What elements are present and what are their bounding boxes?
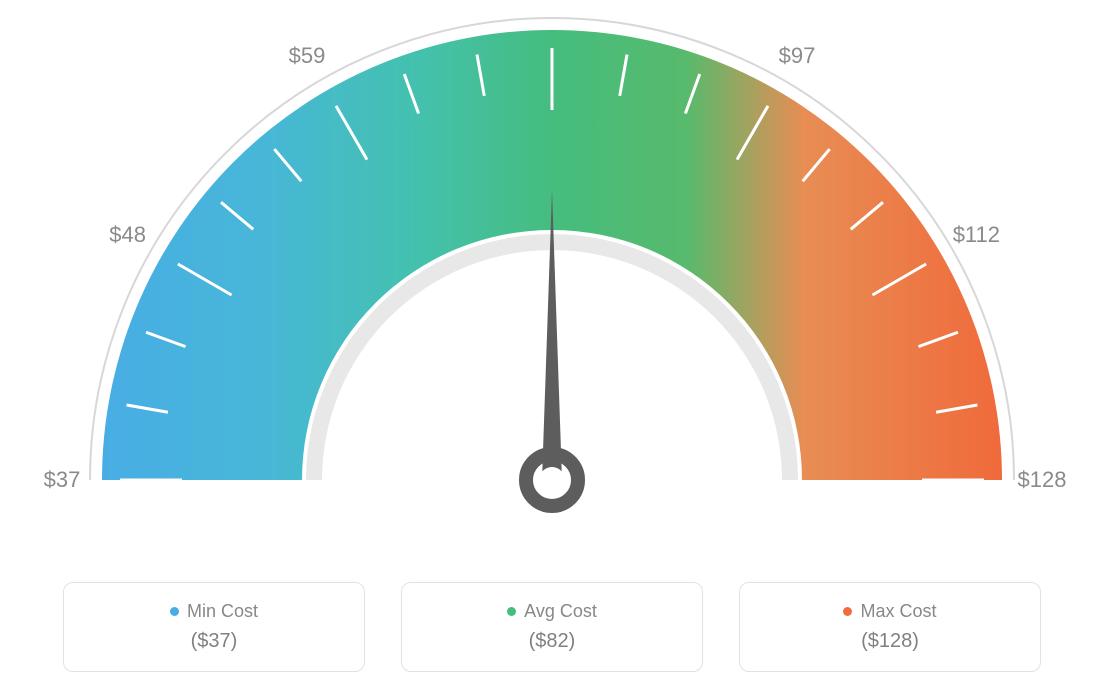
dot-icon — [507, 607, 516, 616]
gauge-tick-label: $37 — [44, 467, 81, 493]
legend-title-max: Max Cost — [843, 601, 936, 622]
gauge-tick-label: $128 — [1018, 467, 1067, 493]
legend-card-min: Min Cost ($37) — [63, 582, 365, 672]
gauge-chart: $37 $48 $59 $82 $97 $112 $128 — [0, 0, 1104, 560]
gauge-tick-label: $59 — [289, 43, 326, 69]
legend-row: Min Cost ($37) Avg Cost ($82) Max Cost (… — [0, 582, 1104, 672]
legend-card-max: Max Cost ($128) — [739, 582, 1041, 672]
gauge-tick-label: $82 — [534, 0, 571, 3]
legend-label: Max Cost — [860, 601, 936, 622]
legend-title-min: Min Cost — [170, 601, 258, 622]
legend-value-max: ($128) — [861, 630, 919, 653]
legend-label: Avg Cost — [524, 601, 597, 622]
legend-title-avg: Avg Cost — [507, 601, 597, 622]
legend-value-avg: ($82) — [529, 630, 576, 653]
legend-label: Min Cost — [187, 601, 258, 622]
dot-icon — [843, 607, 852, 616]
legend-value-min: ($37) — [191, 630, 238, 653]
gauge-tick-label: $48 — [109, 222, 146, 248]
gauge-tick-label: $112 — [953, 222, 1000, 248]
chart-container: $37 $48 $59 $82 $97 $112 $128 Min Cost ($37) A… — [0, 0, 1104, 690]
legend-card-avg: Avg Cost ($82) — [401, 582, 703, 672]
dot-icon — [170, 607, 179, 616]
gauge-tick-label: $97 — [779, 43, 816, 69]
